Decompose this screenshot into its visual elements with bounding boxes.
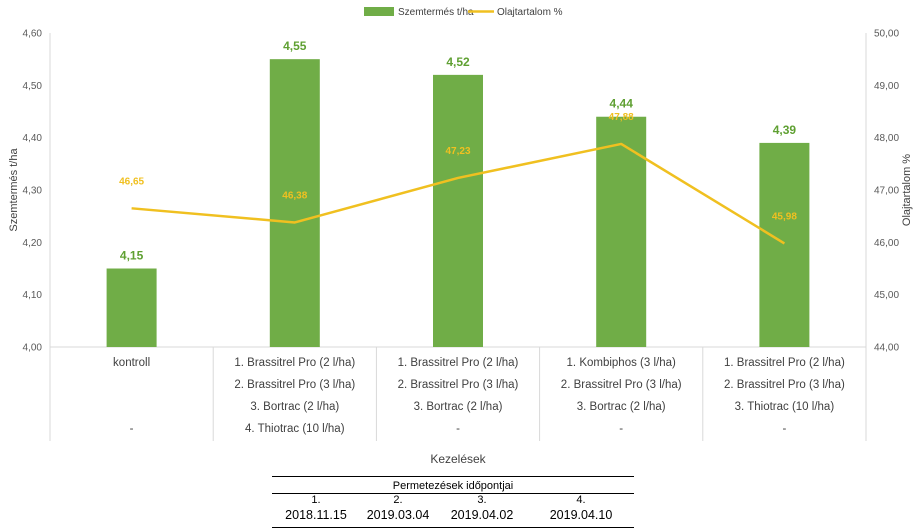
y-right-tick-label: 50,00 bbox=[874, 29, 899, 40]
legend-label-yield: Szemtermés t/ha bbox=[398, 7, 474, 18]
y-right-tick-label: 44,00 bbox=[874, 343, 899, 354]
bar-data-label: 4,55 bbox=[283, 39, 307, 53]
bar bbox=[596, 116, 647, 347]
bar bbox=[433, 74, 483, 347]
spray-date: 2018.11.15 bbox=[285, 508, 347, 522]
y-right-title: Olajtartalom % bbox=[901, 154, 913, 226]
spray-number: 2. bbox=[393, 494, 403, 506]
line-data-label: 46,38 bbox=[282, 190, 307, 201]
y-left-tick-label: 4,20 bbox=[23, 238, 43, 249]
y-left-tick-label: 4,10 bbox=[23, 290, 43, 301]
legend: Szemtermés t/ha Olajtartalom % bbox=[364, 7, 563, 18]
category-label-line: - bbox=[782, 423, 786, 435]
category-label-line: 2. Brassitrel Pro (3 l/ha) bbox=[398, 379, 519, 391]
spray-number: 3. bbox=[477, 494, 487, 506]
category-label-line: 1. Brassitrel Pro (2 l/ha) bbox=[234, 357, 355, 369]
spray-column-3: 3. 2019.04.02 bbox=[442, 494, 522, 523]
table-top-rule bbox=[272, 476, 634, 477]
category-label-line: 3. Bortrac (2 l/ha) bbox=[250, 401, 339, 413]
bar bbox=[759, 142, 810, 347]
bar bbox=[106, 268, 157, 347]
category-label-line: - bbox=[619, 423, 623, 435]
category-label-line: 2. Brassitrel Pro (3 l/ha) bbox=[561, 379, 682, 391]
bar-data-label: 4,39 bbox=[773, 123, 797, 137]
y-left-tick-label: 4,00 bbox=[23, 343, 43, 354]
y-left-tick-label: 4,40 bbox=[23, 133, 43, 144]
spray-date: 2019.04.02 bbox=[450, 508, 514, 522]
line-data-label: 47,88 bbox=[609, 112, 634, 123]
table-header-rule bbox=[272, 493, 634, 494]
category-label-line: 2. Brassitrel Pro (3 l/ha) bbox=[234, 379, 355, 391]
spray-column-2: 2. 2019.03.04 bbox=[358, 494, 438, 523]
bar-data-label: 4,15 bbox=[120, 249, 144, 263]
legend-swatch-yield bbox=[364, 7, 394, 16]
spray-date: 2019.03.04 bbox=[366, 508, 430, 522]
category-label-line: 3. Thiotrac (10 l/ha) bbox=[735, 401, 835, 413]
spray-table-title: Permetezések időpontjai bbox=[392, 480, 514, 492]
category-label-line: - bbox=[456, 423, 460, 435]
oil-line-path bbox=[131, 142, 786, 245]
combo-chart: Szemtermés t/ha Olajtartalom % 4,004,104… bbox=[8, 7, 913, 466]
legend-label-oil: Olajtartalom % bbox=[497, 7, 563, 18]
category-label-line: 3. Bortrac (2 l/ha) bbox=[577, 401, 666, 413]
y-left-title: Szemtermés t/ha bbox=[8, 148, 20, 232]
y-right-tick-label: 47,00 bbox=[874, 186, 899, 197]
y-left-tick-label: 4,50 bbox=[23, 81, 43, 92]
line-data-labels: 46,65 46,38 47,23 47,88 45,98 bbox=[119, 112, 797, 222]
spray-column-4: 4. 2019.04.10 bbox=[541, 494, 621, 523]
line-data-label: 47,23 bbox=[445, 146, 470, 157]
left-axis-ticks: 4,00 4,10 4,20 4,30 4,40 4,50 4,60 bbox=[23, 29, 43, 354]
spray-number: 1. bbox=[311, 494, 321, 506]
category-label-line: 2. Brassitrel Pro (3 l/ha) bbox=[724, 379, 845, 391]
y-right-tick-label: 49,00 bbox=[874, 81, 899, 92]
x-axis-title: Kezelések bbox=[430, 452, 486, 466]
table-bottom-rule bbox=[272, 527, 634, 528]
bar-data-labels: 4,15 4,55 4,52 4,44 4,39 bbox=[120, 39, 796, 262]
category-label-line: 4. Thiotrac (10 l/ha) bbox=[245, 423, 345, 435]
category-label-line: 1. Brassitrel Pro (2 l/ha) bbox=[724, 357, 845, 369]
category-label-line: kontroll bbox=[113, 357, 150, 369]
category-labels: kontroll - 1. Brassitrel Pro (2 l/ha) 2. Br… bbox=[113, 357, 845, 435]
category-label-line: 1. Kombiphos (3 l/ha) bbox=[567, 357, 676, 369]
line-data-label: 45,98 bbox=[772, 211, 797, 222]
y-left-tick-label: 4,30 bbox=[23, 186, 43, 197]
bar-series-yield bbox=[106, 59, 810, 348]
y-left-tick-label: 4,60 bbox=[23, 29, 43, 40]
bar-data-label: 4,52 bbox=[446, 55, 470, 69]
y-right-tick-label: 45,00 bbox=[874, 290, 899, 301]
y-right-tick-label: 48,00 bbox=[874, 133, 899, 144]
line-data-label: 46,65 bbox=[119, 176, 144, 187]
spray-date: 2019.04.10 bbox=[549, 508, 613, 522]
line-series-oil bbox=[131, 142, 786, 245]
bar-data-label: 4,44 bbox=[610, 97, 634, 111]
spray-column-1: 1. 2018.11.15 bbox=[276, 494, 356, 523]
bar bbox=[269, 59, 320, 348]
category-dividers bbox=[49, 347, 867, 441]
right-axis-ticks: 44,00 45,00 46,00 47,00 48,00 49,00 50,00 bbox=[874, 29, 899, 354]
spray-number: 4. bbox=[576, 494, 586, 506]
y-right-tick-label: 46,00 bbox=[874, 238, 899, 249]
category-label-line: 3. Bortrac (2 l/ha) bbox=[414, 401, 503, 413]
category-label-line: 1. Brassitrel Pro (2 l/ha) bbox=[398, 357, 519, 369]
category-label-line: - bbox=[130, 423, 134, 435]
